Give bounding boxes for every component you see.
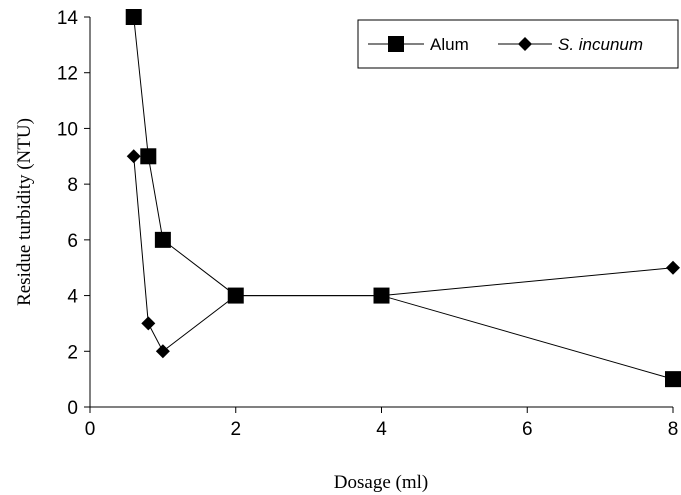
legend: Alum S. incunum xyxy=(357,19,679,69)
series-layer xyxy=(125,9,681,388)
y-tick-label: 4 xyxy=(67,287,78,308)
series-line-s-incunum xyxy=(133,156,674,353)
data-point-alum xyxy=(665,371,681,388)
data-point-alum xyxy=(125,9,142,25)
x-tick-label: 8 xyxy=(668,419,679,440)
x-tick-label: 0 xyxy=(85,419,96,440)
data-point-s-incunum xyxy=(141,316,156,331)
x-tick-label: 6 xyxy=(522,419,533,440)
y-ticks: 0 2 4 6 8 10 12 14 xyxy=(57,8,90,419)
series-line-alum xyxy=(133,16,674,380)
data-point-s-incunum xyxy=(666,260,680,275)
data-point-s-incunum xyxy=(374,288,389,303)
y-tick-label: 14 xyxy=(57,8,79,29)
y-tick-label: 0 xyxy=(67,398,78,419)
data-point-alum xyxy=(140,148,157,165)
y-tick-label: 2 xyxy=(67,342,78,363)
legend-marker-s-incunum xyxy=(518,37,532,51)
data-point-alum xyxy=(154,231,171,248)
y-tick-label: 12 xyxy=(57,64,78,85)
data-point-s-incunum xyxy=(228,288,243,303)
x-tick-label: 2 xyxy=(230,419,241,440)
y-tick-label: 8 xyxy=(67,175,78,196)
axes xyxy=(89,17,673,408)
x-axis-title: Dosage (ml) xyxy=(334,472,428,493)
x-ticks: 0 2 4 6 8 xyxy=(85,407,679,440)
legend-marker-alum xyxy=(388,36,404,52)
legend-item-s-incunum: S. incunum xyxy=(498,35,643,54)
x-tick-label: 4 xyxy=(376,419,387,440)
data-point-s-incunum xyxy=(155,344,170,359)
legend-label-alum: Alum xyxy=(430,35,469,54)
legend-label-s-incunum: S. incunum xyxy=(558,35,643,54)
y-tick-label: 10 xyxy=(57,119,78,140)
y-axis-title: Residue turbidity (NTU) xyxy=(14,118,35,306)
data-point-s-incunum xyxy=(126,149,141,164)
series-s-incunum xyxy=(126,149,680,359)
y-tick-label: 6 xyxy=(67,231,78,252)
legend-item-alum: Alum xyxy=(368,35,469,54)
